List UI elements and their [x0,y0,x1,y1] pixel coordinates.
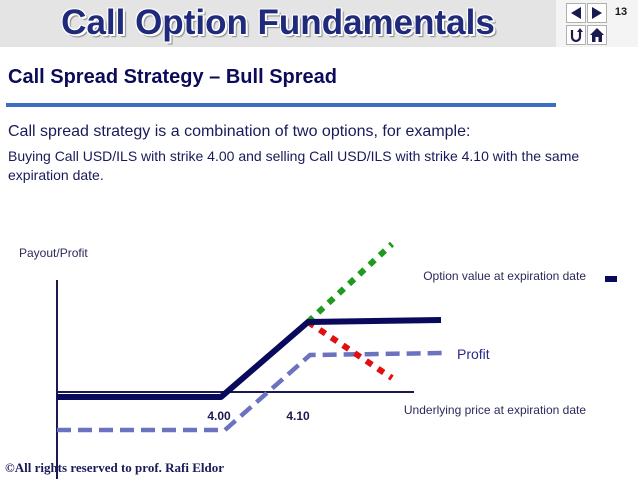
copyright-footer: ©All rights reserved to prof. Rafi Eldor [5,460,225,475]
legend-swatch [605,276,617,282]
slide-number: 13 [614,6,628,18]
section-subtitle: Call Spread Strategy – Bull Spread [8,66,337,88]
profit-line [57,350,446,433]
short-call-line [306,319,394,381]
option-value-line [57,317,442,400]
x-axis-label: Underlying price at expiration date [404,403,586,417]
strike-high-label: 4.10 [286,409,310,423]
legend-profit-label: Profit [457,346,490,362]
slide-title: Call Option Fundamentals [61,3,495,42]
return-icon[interactable] [566,25,586,45]
long-call-extension-line [305,241,395,325]
home-icon[interactable] [587,25,607,45]
y-axis-label: Payout/Profit [19,246,88,260]
intro-text: Call spread strategy is a combination of… [8,123,471,140]
header-band [0,0,556,47]
arrow-right-icon[interactable] [587,3,607,23]
description-text: Buying Call USD/ILS with strike 4.00 and… [8,148,580,183]
arrow-left-icon[interactable] [566,3,586,23]
legend-option-value-label: Option value at expiration date [423,269,586,283]
strike-low-label: 4.00 [207,409,231,423]
subtitle-underline [6,103,556,107]
